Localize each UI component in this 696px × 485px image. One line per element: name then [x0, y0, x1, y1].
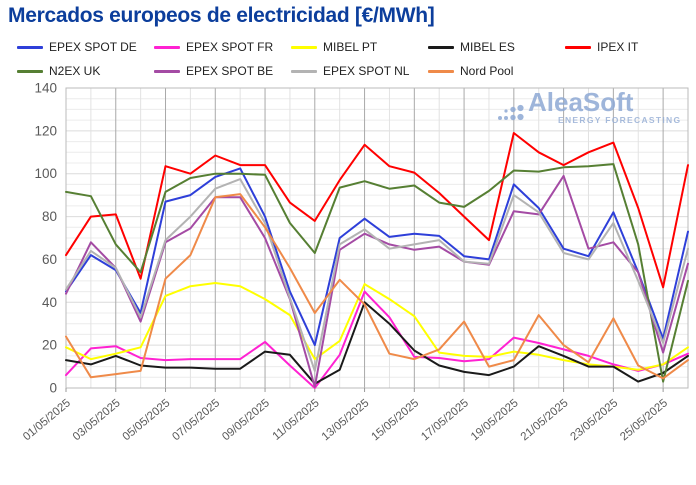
series-line-nord-pool: [65, 193, 689, 380]
legend-label: MIBEL PT: [323, 40, 378, 54]
aleasoft-watermark: AleaSoft ENERGY FORECASTING: [496, 87, 682, 137]
plot-border: [65, 87, 689, 389]
x-axis-label: 07/05/2025: [170, 397, 222, 443]
x-axis-label: 01/05/2025: [21, 397, 73, 443]
series-line-n2ex-uk: [65, 163, 689, 383]
series-line-mibel-pt: [65, 282, 689, 371]
legend-swatch-icon: [154, 69, 180, 73]
x-axis-label: 17/05/2025: [419, 397, 471, 443]
page-title: Mercados europeos de electricidad [€/MWh…: [8, 4, 435, 27]
legend-item-mibel-pt[interactable]: MIBEL PT: [291, 40, 377, 54]
y-axis-label: 60: [42, 252, 57, 267]
legend-swatch-icon: [291, 69, 317, 73]
y-axis-label: 120: [34, 123, 57, 138]
chart-legend: EPEX SPOT DE EPEX SPOT FR MIBEL PT MIBEL ES…: [0, 0, 696, 82]
legend-swatch-icon: [291, 45, 317, 49]
series-line-epex-spot-be: [65, 174, 689, 388]
legend-swatch-icon: [17, 69, 43, 73]
watermark-brand: AleaSoft: [528, 87, 634, 117]
x-axis-label: 23/05/2025: [568, 397, 620, 443]
legend-label: EPEX SPOT DE: [49, 40, 137, 54]
legend-label: IPEX IT: [597, 40, 639, 54]
legend-label: EPEX SPOT FR: [186, 40, 274, 54]
legend-label: Nord Pool: [460, 64, 514, 78]
legend-label: MIBEL ES: [460, 40, 515, 54]
y-axis-label: 0: [49, 381, 57, 396]
x-axis-label: 05/05/2025: [121, 397, 173, 443]
legend-swatch-icon: [565, 45, 591, 49]
series-line-epex-spot-de: [65, 167, 689, 347]
legend-swatch-icon: [428, 69, 454, 73]
legend-item-ipex-it[interactable]: IPEX IT: [565, 40, 638, 54]
legend-item-epex-spot-be[interactable]: EPEX SPOT BE: [154, 64, 273, 78]
legend-label: EPEX SPOT BE: [186, 64, 274, 78]
legend-label: N2EX UK: [49, 64, 101, 78]
x-axis-label: 19/05/2025: [469, 397, 521, 443]
legend-item-epex-spot-fr[interactable]: EPEX SPOT FR: [154, 40, 273, 54]
x-axis-label: 21/05/2025: [519, 397, 571, 443]
watermark-tagline: ENERGY FORECASTING: [558, 115, 682, 125]
x-axis-label: 25/05/2025: [618, 397, 670, 443]
legend-label: EPEX SPOT NL: [323, 64, 410, 78]
y-axis-label: 40: [42, 295, 57, 310]
x-axis-label: 15/05/2025: [369, 397, 421, 443]
y-axis-label: 100: [34, 166, 57, 181]
series-line-ipex-it: [65, 132, 689, 289]
legend-item-n2ex-uk[interactable]: N2EX UK: [17, 64, 100, 78]
x-axis-label: 13/05/2025: [320, 397, 372, 443]
legend-item-epex-spot-de[interactable]: EPEX SPOT DE: [17, 40, 137, 54]
series-line-epex-spot-nl: [65, 178, 689, 372]
y-axis-label: 140: [34, 81, 57, 96]
legend-item-mibel-es[interactable]: MIBEL ES: [428, 40, 515, 54]
legend-item-nord-pool[interactable]: Nord Pool: [428, 64, 513, 78]
x-axis-label: 09/05/2025: [220, 397, 272, 443]
x-axis-label: 11/05/2025: [271, 397, 322, 443]
legend-swatch-icon: [428, 45, 454, 49]
x-axis-label: 03/05/2025: [71, 397, 123, 443]
legend-item-epex-spot-nl[interactable]: EPEX SPOT NL: [291, 64, 409, 78]
aleasoft-logo-dots-icon: [498, 104, 524, 121]
legend-swatch-icon: [17, 45, 43, 49]
legend-swatch-icon: [154, 45, 180, 49]
y-axis-label: 20: [42, 338, 57, 353]
y-axis-label: 80: [42, 209, 57, 224]
series-line-epex-spot-fr: [65, 290, 689, 389]
series-line-mibel-es: [65, 301, 689, 385]
